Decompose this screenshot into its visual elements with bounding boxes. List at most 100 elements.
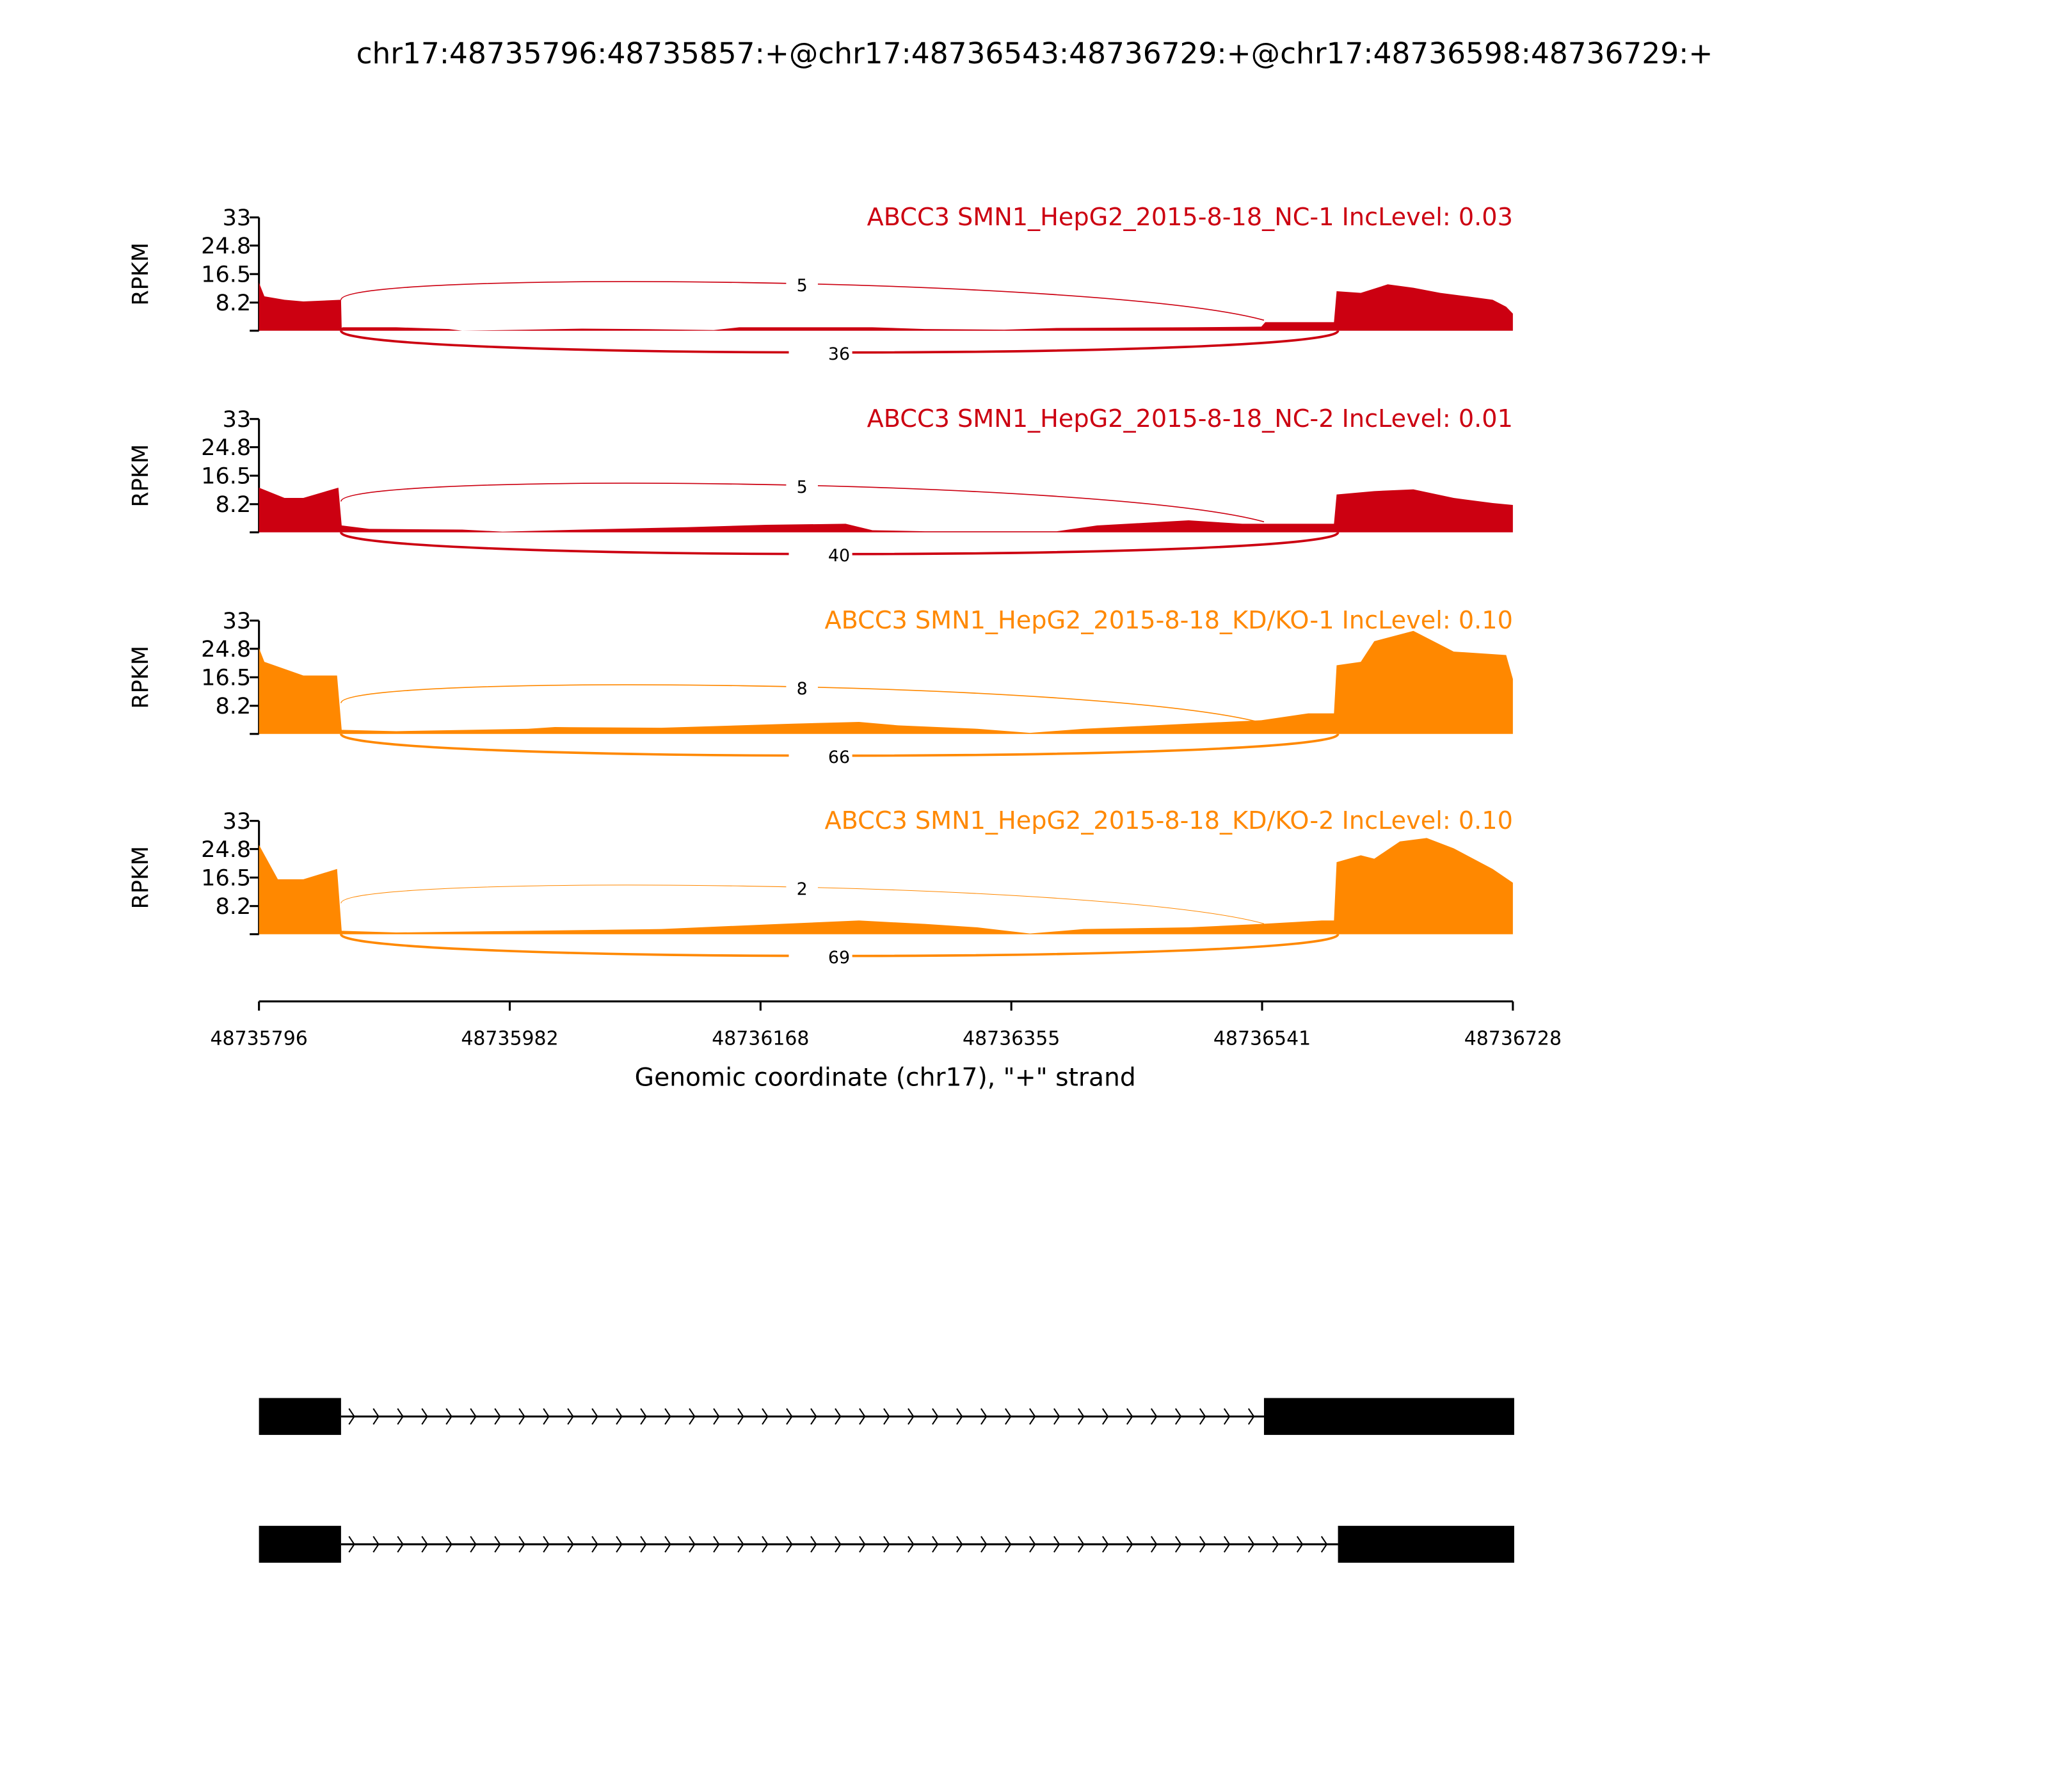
strand-arrow-icon bbox=[908, 1408, 915, 1425]
strand-arrow-icon bbox=[1199, 1408, 1206, 1425]
x-axis-label: Genomic coordinate (chr17), "+" strand bbox=[635, 1064, 1136, 1092]
y-tick-label: 33 bbox=[223, 205, 252, 231]
exon-block bbox=[259, 1526, 341, 1563]
y-tick-label: 16.5 bbox=[201, 665, 251, 691]
strand-arrow-icon bbox=[591, 1408, 598, 1425]
strand-arrow-icon bbox=[1005, 1536, 1012, 1553]
strand-arrow-icon bbox=[956, 1408, 963, 1425]
strand-arrow-icon bbox=[518, 1536, 525, 1553]
strand-arrow-icon bbox=[1247, 1536, 1255, 1553]
strand-arrow-icon bbox=[689, 1536, 696, 1553]
y-tick-label: 24.8 bbox=[201, 636, 251, 662]
x-tick-label: 48735982 bbox=[461, 1028, 558, 1050]
strand-arrow-icon bbox=[421, 1408, 428, 1425]
inclusion-junction-arc bbox=[340, 684, 1265, 724]
strand-arrow-icon bbox=[543, 1408, 550, 1425]
strand-arrow-icon bbox=[567, 1408, 574, 1425]
inclusion-count-label: 8 bbox=[797, 679, 808, 699]
strand-arrow-icon bbox=[713, 1536, 720, 1553]
y-tick-label: 24.8 bbox=[201, 836, 251, 863]
strand-arrow-icon bbox=[1223, 1536, 1231, 1553]
y-tick-label: 33 bbox=[223, 608, 252, 634]
y-tick-label: 33 bbox=[223, 406, 252, 433]
strand-arrow-icon bbox=[786, 1408, 793, 1425]
strand-arrow-icon bbox=[932, 1408, 939, 1425]
strand-arrow-icon bbox=[1320, 1536, 1328, 1553]
strand-arrow-icon bbox=[1296, 1536, 1304, 1553]
inclusion-count-label: 5 bbox=[797, 276, 808, 296]
strand-arrow-icon bbox=[737, 1536, 744, 1553]
y-tick-label: 8.2 bbox=[215, 893, 251, 920]
strand-arrow-icon bbox=[786, 1536, 793, 1553]
skipping-count-label: 69 bbox=[828, 948, 850, 968]
coverage-area bbox=[259, 282, 1513, 331]
strand-arrow-icon bbox=[1029, 1536, 1036, 1553]
junction-label-bg bbox=[788, 945, 852, 969]
y-tick-label: 24.8 bbox=[201, 435, 251, 461]
strand-arrow-icon bbox=[980, 1536, 988, 1553]
strand-arrow-icon bbox=[713, 1408, 720, 1425]
strand-arrow-icon bbox=[1199, 1536, 1206, 1553]
strand-arrow-icon bbox=[810, 1408, 817, 1425]
strand-arrow-icon bbox=[1174, 1408, 1182, 1425]
y-axis-label: RPKM bbox=[127, 444, 154, 508]
strand-arrow-icon bbox=[883, 1536, 890, 1553]
strand-arrow-icon bbox=[664, 1536, 671, 1553]
isoform bbox=[259, 1398, 1514, 1436]
sample-label: ABCC3 SMN1_HepG2_2015-8-18_KD/KO-2 IncLe… bbox=[825, 806, 1513, 835]
y-tick-label: 16.5 bbox=[201, 865, 251, 892]
sample-label: ABCC3 SMN1_HepG2_2015-8-18_NC-1 IncLevel… bbox=[867, 203, 1513, 231]
strand-arrow-icon bbox=[932, 1536, 939, 1553]
strand-arrow-icon bbox=[1150, 1408, 1158, 1425]
strand-arrow-icon bbox=[470, 1536, 477, 1553]
strand-arrow-icon bbox=[737, 1408, 744, 1425]
strand-arrow-icon bbox=[1053, 1536, 1060, 1553]
junction-label-bg bbox=[786, 678, 818, 700]
chart-title: chr17:48735796:48735857:+@chr17:48736543… bbox=[356, 36, 1713, 70]
strand-arrow-icon bbox=[908, 1536, 915, 1553]
y-axis-label: RPKM bbox=[127, 846, 154, 909]
sample-label: ABCC3 SMN1_HepG2_2015-8-18_KD/KO-1 IncLe… bbox=[825, 606, 1513, 634]
exon-block bbox=[259, 1398, 341, 1436]
y-tick-label: 8.2 bbox=[215, 290, 251, 316]
y-tick-label: 33 bbox=[223, 808, 252, 835]
y-tick-label: 8.2 bbox=[215, 693, 251, 719]
exon-block bbox=[1338, 1526, 1514, 1563]
strand-arrow-icon bbox=[591, 1536, 598, 1553]
strand-arrow-icon bbox=[348, 1536, 355, 1553]
y-axis-label: RPKM bbox=[127, 646, 154, 709]
strand-arrow-icon bbox=[1126, 1536, 1133, 1553]
strand-arrow-icon bbox=[445, 1408, 452, 1425]
strand-arrow-icon bbox=[835, 1408, 842, 1425]
x-tick-label: 48736168 bbox=[712, 1028, 809, 1050]
strand-arrow-icon bbox=[640, 1408, 647, 1425]
strand-arrow-icon bbox=[1029, 1408, 1036, 1425]
skipping-count-label: 36 bbox=[828, 344, 850, 364]
junction-label-bg bbox=[788, 543, 852, 567]
strand-arrow-icon bbox=[397, 1408, 404, 1425]
skipping-count-label: 40 bbox=[828, 546, 850, 566]
strand-arrow-icon bbox=[1053, 1408, 1060, 1425]
y-tick-label: 16.5 bbox=[201, 463, 251, 490]
y-axis-label: RPKM bbox=[127, 243, 154, 306]
strand-arrow-icon bbox=[956, 1536, 963, 1553]
strand-arrow-icon bbox=[397, 1536, 404, 1553]
inclusion-count-label: 5 bbox=[797, 477, 808, 497]
junction-label-bg bbox=[788, 744, 852, 769]
strand-arrow-icon bbox=[518, 1408, 525, 1425]
x-tick-label: 48736728 bbox=[1464, 1028, 1562, 1050]
strand-arrow-icon bbox=[372, 1536, 380, 1553]
strand-arrow-icon bbox=[883, 1408, 890, 1425]
strand-arrow-icon bbox=[1272, 1536, 1279, 1553]
strand-arrow-icon bbox=[494, 1408, 501, 1425]
junction-label-bg bbox=[788, 341, 852, 365]
inclusion-junction-arc bbox=[340, 483, 1265, 523]
inclusion-junction-arc bbox=[340, 884, 1265, 924]
strand-arrow-icon bbox=[470, 1408, 477, 1425]
strand-arrow-icon bbox=[1150, 1536, 1158, 1553]
strand-arrow-icon bbox=[421, 1536, 428, 1553]
